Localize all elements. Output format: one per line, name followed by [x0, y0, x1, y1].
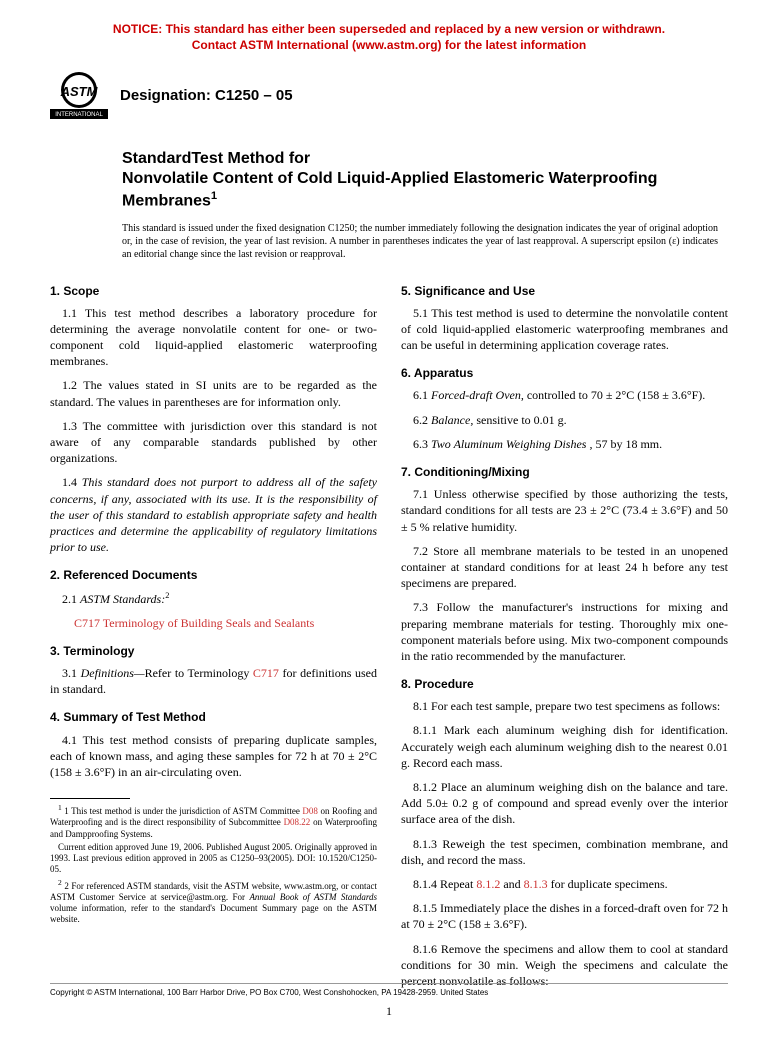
para-8-1-5: 8.1.5 Immediately place the dishes in a …: [401, 900, 728, 932]
ref-c717-text[interactable]: Terminology of Building Seals and Sealan…: [100, 616, 314, 630]
para-6-2-num: 6.2: [413, 413, 431, 427]
para-6-2: 6.2 Balance, sensitive to 0.01 g.: [401, 412, 728, 428]
para-2-1-sup: 2: [165, 591, 169, 600]
footnote-1-link2[interactable]: D08.22: [284, 817, 311, 827]
title-line2-text: Nonvolatile Content of Cold Liquid-Appli…: [122, 170, 657, 209]
para-8-1-4: 8.1.4 Repeat 8.1.2 and 8.1.3 for duplica…: [401, 876, 728, 892]
para-5-1: 5.1 This test method is used to determin…: [401, 305, 728, 354]
section-8-head: 8. Procedure: [401, 676, 728, 692]
para-3-1-pre: 3.1: [62, 666, 81, 680]
title-line1: StandardTest Method for: [122, 149, 728, 169]
footnote-1-pre: 1 This test method is under the jurisdic…: [64, 806, 302, 816]
designation-text: Designation: C1250 – 05: [120, 87, 293, 104]
footnote-1-num: 1: [58, 803, 62, 812]
footnote-1: 1 1 This test method is under the jurisd…: [50, 803, 377, 840]
para-3-1-link[interactable]: C717: [253, 666, 279, 680]
section-4-head: 4. Summary of Test Method: [50, 709, 377, 725]
section-6-head: 6. Apparatus: [401, 365, 728, 381]
para-1-2: 1.2 The values stated in SI units are to…: [50, 377, 377, 409]
para-2-1-pre: 2.1: [62, 592, 80, 606]
page: NOTICE: This standard has either been su…: [0, 0, 778, 997]
footnote-separator: [50, 798, 130, 799]
para-3-1-posta: Refer to Terminology: [145, 666, 253, 680]
para-8-1-1: 8.1.1 Mark each aluminum weighing dish f…: [401, 722, 728, 771]
footnote-2-num: 2: [58, 878, 62, 887]
notice-banner: NOTICE: This standard has either been su…: [50, 22, 728, 53]
astm-logo: ASTM INTERNATIONAL: [50, 71, 108, 119]
para-6-3-italic: Two Aluminum Weighing Dishes ,: [431, 437, 592, 451]
para-1-4-body: This standard does not purport to addres…: [50, 475, 377, 554]
para-2-1-italic: ASTM Standards:: [80, 592, 165, 606]
section-2-head: 2. Referenced Documents: [50, 567, 377, 583]
para-6-1: 6.1 Forced-draft Oven, controlled to 70 …: [401, 387, 728, 403]
footnote-2-post: volume information, refer to the standar…: [50, 903, 377, 924]
para-6-1-num: 6.1: [413, 388, 431, 402]
section-3-head: 3. Terminology: [50, 643, 377, 659]
para-8-1-6: 8.1.6 Remove the specimens and allow the…: [401, 941, 728, 990]
footnote-1b: Current edition approved June 19, 2006. …: [50, 842, 377, 876]
para-7-2: 7.2 Store all membrane materials to be t…: [401, 543, 728, 592]
right-column: 5. Significance and Use 5.1 This test me…: [401, 283, 728, 998]
para-8-1-4-pre: 8.1.4 Repeat: [413, 877, 476, 891]
para-7-1: 7.1 Unless otherwise specified by those …: [401, 486, 728, 535]
para-8-1-4-link1[interactable]: 8.1.2: [476, 877, 500, 891]
para-1-3: 1.3 The committee with jurisdiction over…: [50, 418, 377, 467]
section-1-head: 1. Scope: [50, 283, 377, 299]
title-superscript: 1: [211, 190, 217, 202]
para-3-1-italic: Definitions—: [81, 666, 145, 680]
notice-line1: NOTICE: This standard has either been su…: [113, 22, 665, 36]
page-number: 1: [0, 1004, 778, 1019]
para-8-1-4-post: for duplicate specimens.: [548, 877, 668, 891]
para-6-1-post: controlled to 70 ± 2°C (158 ± 3.6°F).: [524, 388, 705, 402]
para-6-3-num: 6.3: [413, 437, 431, 451]
para-6-3: 6.3 Two Aluminum Weighing Dishes , 57 by…: [401, 436, 728, 452]
notice-line2: Contact ASTM International (www.astm.org…: [192, 38, 586, 52]
para-7-3: 7.3 Follow the manufacturer's instructio…: [401, 599, 728, 664]
ref-c717: C717 Terminology of Building Seals and S…: [74, 615, 377, 631]
para-3-1: 3.1 Definitions—Refer to Terminology C71…: [50, 665, 377, 697]
footnote-2-italic: Annual Book of ASTM Standards: [249, 892, 377, 902]
para-8-1-2: 8.1.2 Place an aluminum weighing dish on…: [401, 779, 728, 828]
logo-under-text: INTERNATIONAL: [55, 112, 103, 118]
para-6-3-post: 57 by 18 mm.: [592, 437, 662, 451]
section-7-head: 7. Conditioning/Mixing: [401, 464, 728, 480]
para-6-2-italic: Balance,: [431, 413, 473, 427]
designation-row: ASTM INTERNATIONAL Designation: C1250 – …: [50, 71, 728, 119]
para-8-1-3: 8.1.3 Reweigh the test specimen, combina…: [401, 836, 728, 868]
ref-c717-code[interactable]: C717: [74, 616, 100, 630]
issuance-note: This standard is issued under the fixed …: [122, 222, 718, 261]
para-1-1: 1.1 This test method describes a laborat…: [50, 305, 377, 370]
columns: 1. Scope 1.1 This test method describes …: [50, 283, 728, 998]
para-1-4: 1.4 This standard does not purport to ad…: [50, 474, 377, 555]
para-8-1: 8.1 For each test sample, prepare two te…: [401, 698, 728, 714]
title-block: StandardTest Method for Nonvolatile Cont…: [122, 149, 728, 211]
section-5-head: 5. Significance and Use: [401, 283, 728, 299]
title-line2: Nonvolatile Content of Cold Liquid-Appli…: [122, 169, 728, 211]
left-column: 1. Scope 1.1 This test method describes …: [50, 283, 377, 998]
para-6-2-post: sensitive to 0.01 g.: [473, 413, 566, 427]
para-2-1: 2.1 ASTM Standards:2: [50, 590, 377, 607]
para-4-1: 4.1 This test method consists of prepari…: [50, 732, 377, 781]
para-8-1-4-mid: and: [500, 877, 523, 891]
svg-text:ASTM: ASTM: [60, 84, 99, 99]
copyright-line: Copyright © ASTM International, 100 Barr…: [50, 983, 728, 997]
para-6-1-italic: Forced-draft Oven,: [431, 388, 524, 402]
footnote-1-link1[interactable]: D08: [302, 806, 318, 816]
para-8-1-4-link2[interactable]: 8.1.3: [524, 877, 548, 891]
footnote-2: 2 2 For referenced ASTM standards, visit…: [50, 878, 377, 926]
